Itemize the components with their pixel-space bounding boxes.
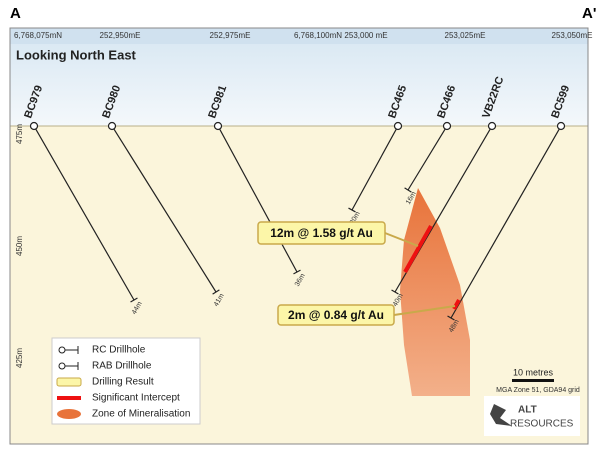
drillhole-end <box>404 187 412 193</box>
drillhole <box>450 125 562 319</box>
coordinate-label: 252,950mE <box>100 31 141 40</box>
elevation-label: 475m <box>15 124 24 144</box>
frame <box>9 27 589 445</box>
collar <box>393 121 403 131</box>
drillhole <box>111 125 217 293</box>
legend-label: Drilling Result <box>92 377 154 388</box>
collar <box>487 121 497 131</box>
coordinate-label: 253,025mE <box>445 31 486 40</box>
coordinate-label: 252,975mE <box>210 31 251 40</box>
legend-symbol <box>58 362 66 370</box>
drillhole-end <box>293 269 301 275</box>
logo-bottom: RESOURCES <box>510 419 574 430</box>
callout-box <box>277 304 395 326</box>
legend-symbol <box>57 396 81 400</box>
drillhole-end <box>348 207 356 213</box>
section-end: A' <box>582 5 596 22</box>
collar <box>29 121 39 131</box>
collar <box>442 121 452 131</box>
view-title: Looking North East <box>16 47 137 62</box>
coordinate-label: 253,050mE <box>552 31 593 40</box>
section-start: A <box>10 5 21 22</box>
drillhole <box>407 125 448 191</box>
callout-leader <box>384 232 419 247</box>
legend-label: RAB Drillhole <box>92 361 152 372</box>
drillhole-end <box>212 289 220 295</box>
drillhole-end <box>391 289 399 295</box>
legend-label: RC Drillhole <box>92 345 146 356</box>
callout-text: 2m @ 0.84 g/t Au <box>288 308 384 322</box>
drillhole <box>217 125 298 273</box>
coordinate-strip <box>10 28 588 44</box>
grid-note: MGA Zone 51, GDA94 grid <box>496 387 580 394</box>
collar <box>107 121 117 131</box>
intercept <box>403 225 433 273</box>
callout-text: 12m @ 1.58 g/t Au <box>270 226 373 240</box>
legend-symbol <box>57 409 81 419</box>
coordinate-label: 6,768,075mN <box>14 31 62 40</box>
collar <box>556 121 566 131</box>
legend-label: Significant Intercept <box>92 393 180 404</box>
scale-label: 10 metres <box>513 367 554 377</box>
drillhole <box>33 125 135 301</box>
legend-label: Zone of Mineralisation <box>92 409 190 420</box>
legend-symbol <box>56 377 82 387</box>
logo-top: ALT <box>518 405 537 416</box>
coordinate-label: 6,768,100mN <box>294 31 342 40</box>
legend-symbol <box>58 346 66 354</box>
coordinate-label: 253,000 mE <box>344 31 387 40</box>
drillhole <box>351 125 399 211</box>
elevation-label: 425m <box>15 348 24 368</box>
intercept <box>452 299 461 310</box>
callout-box <box>257 221 386 245</box>
callout-leader <box>393 305 456 316</box>
scale-bar <box>512 379 554 382</box>
elevation-label: 450m <box>15 236 24 256</box>
drillhole-end <box>130 297 138 303</box>
mineralisation-zone <box>400 188 470 396</box>
logo-mark <box>490 404 512 426</box>
collar <box>213 121 223 131</box>
drillhole-end <box>447 315 455 321</box>
sky <box>10 28 588 126</box>
